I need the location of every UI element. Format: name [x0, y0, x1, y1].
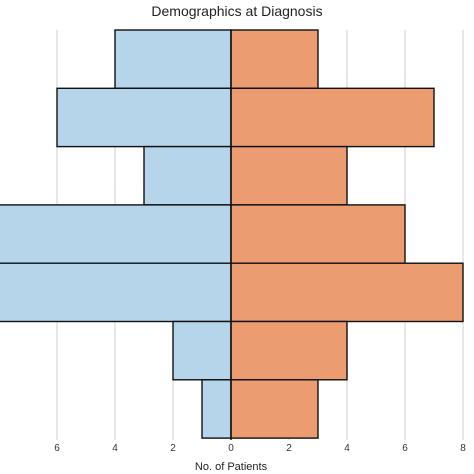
- bar-right-5: [230, 262, 464, 323]
- x-tick-label: 0: [228, 443, 234, 454]
- chart-title: Demographics at Diagnosis: [151, 3, 322, 19]
- bars: [0, 29, 464, 440]
- bar-left-2: [56, 87, 232, 148]
- x-tick-label: 4: [112, 443, 118, 454]
- bar-left-4: [0, 204, 232, 264]
- x-axis-label: No. of Patients: [195, 461, 268, 473]
- bar-left-3: [143, 145, 232, 206]
- x-tick-label: 2: [170, 443, 176, 454]
- bar-right-4: [230, 204, 406, 264]
- bar-right-1: [230, 29, 319, 89]
- x-tick-label: 8: [460, 443, 466, 454]
- bar-left-7: [201, 379, 232, 439]
- x-tick-label: 4: [344, 443, 350, 454]
- bar-right-2: [230, 87, 435, 148]
- x-tick-label: 6: [402, 443, 408, 454]
- x-tick-label: 2: [286, 443, 292, 454]
- bar-left-5: [0, 262, 232, 323]
- bar-right-3: [230, 145, 348, 206]
- bar-left-6: [172, 320, 232, 381]
- bar-right-6: [230, 320, 348, 381]
- bar-right-7: [230, 379, 319, 439]
- x-tick-labels: 6 4 2 0 2 4 6 8: [54, 443, 466, 454]
- x-tick-label: 6: [54, 443, 60, 454]
- bar-left-1: [114, 29, 232, 89]
